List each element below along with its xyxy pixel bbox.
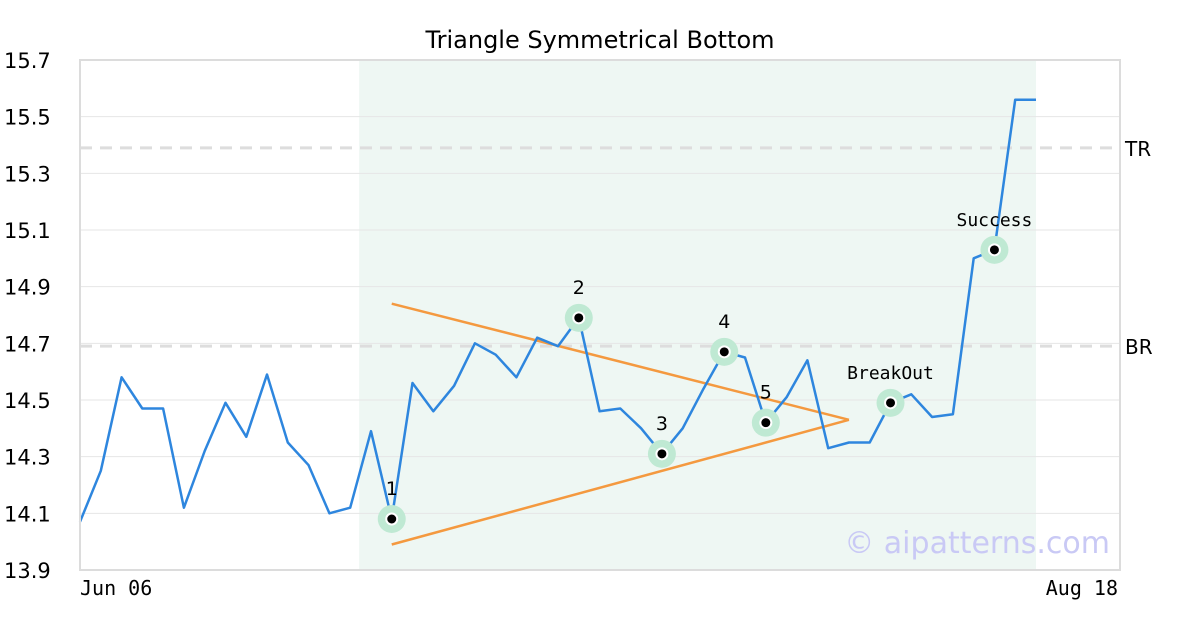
y-tick-label: 15.1 — [4, 219, 51, 243]
pattern-point-marker — [987, 243, 1001, 257]
y-tick-label: 13.9 — [4, 559, 51, 583]
chart-title: Triangle Symmetrical Bottom — [424, 26, 774, 54]
pattern-point-marker — [655, 447, 669, 461]
y-tick-label: 15.5 — [4, 106, 51, 130]
pattern-point-label: BreakOut — [847, 363, 934, 384]
price-series-line — [78, 98, 1036, 523]
level-label: TR — [1124, 137, 1151, 161]
pattern-point-label: Success — [957, 210, 1033, 231]
x-tick-label: Jun 06 — [80, 576, 152, 600]
y-tick-label: 14.9 — [4, 276, 51, 300]
level-label: BR — [1125, 335, 1153, 359]
pattern-point-label: 3 — [656, 413, 668, 435]
pattern-point-marker — [884, 396, 898, 410]
pattern-point-marker — [385, 512, 399, 526]
x-tick-label: Aug 18 — [1046, 576, 1118, 600]
pattern-region — [359, 60, 1036, 570]
pattern-point-label: 4 — [718, 311, 730, 333]
y-tick-label: 15.3 — [4, 162, 51, 186]
pattern-point-label: 1 — [386, 478, 398, 500]
pattern-point-marker — [717, 345, 731, 359]
y-tick-label: 14.7 — [4, 332, 51, 356]
trendline — [391, 418, 850, 546]
trendline — [391, 302, 850, 422]
y-tick-label: 14.3 — [4, 446, 51, 470]
y-tick-label: 14.1 — [4, 502, 51, 526]
plot-frame — [79, 59, 1121, 571]
pattern-point-label: 5 — [760, 382, 772, 404]
pattern-point-marker — [572, 311, 586, 325]
pattern-point-marker — [759, 416, 773, 430]
pattern-point-label: 2 — [573, 277, 585, 299]
y-tick-label: 15.7 — [4, 49, 51, 73]
watermark-text: © aipatterns.com — [844, 526, 1110, 561]
y-tick-label: 14.5 — [4, 389, 51, 413]
